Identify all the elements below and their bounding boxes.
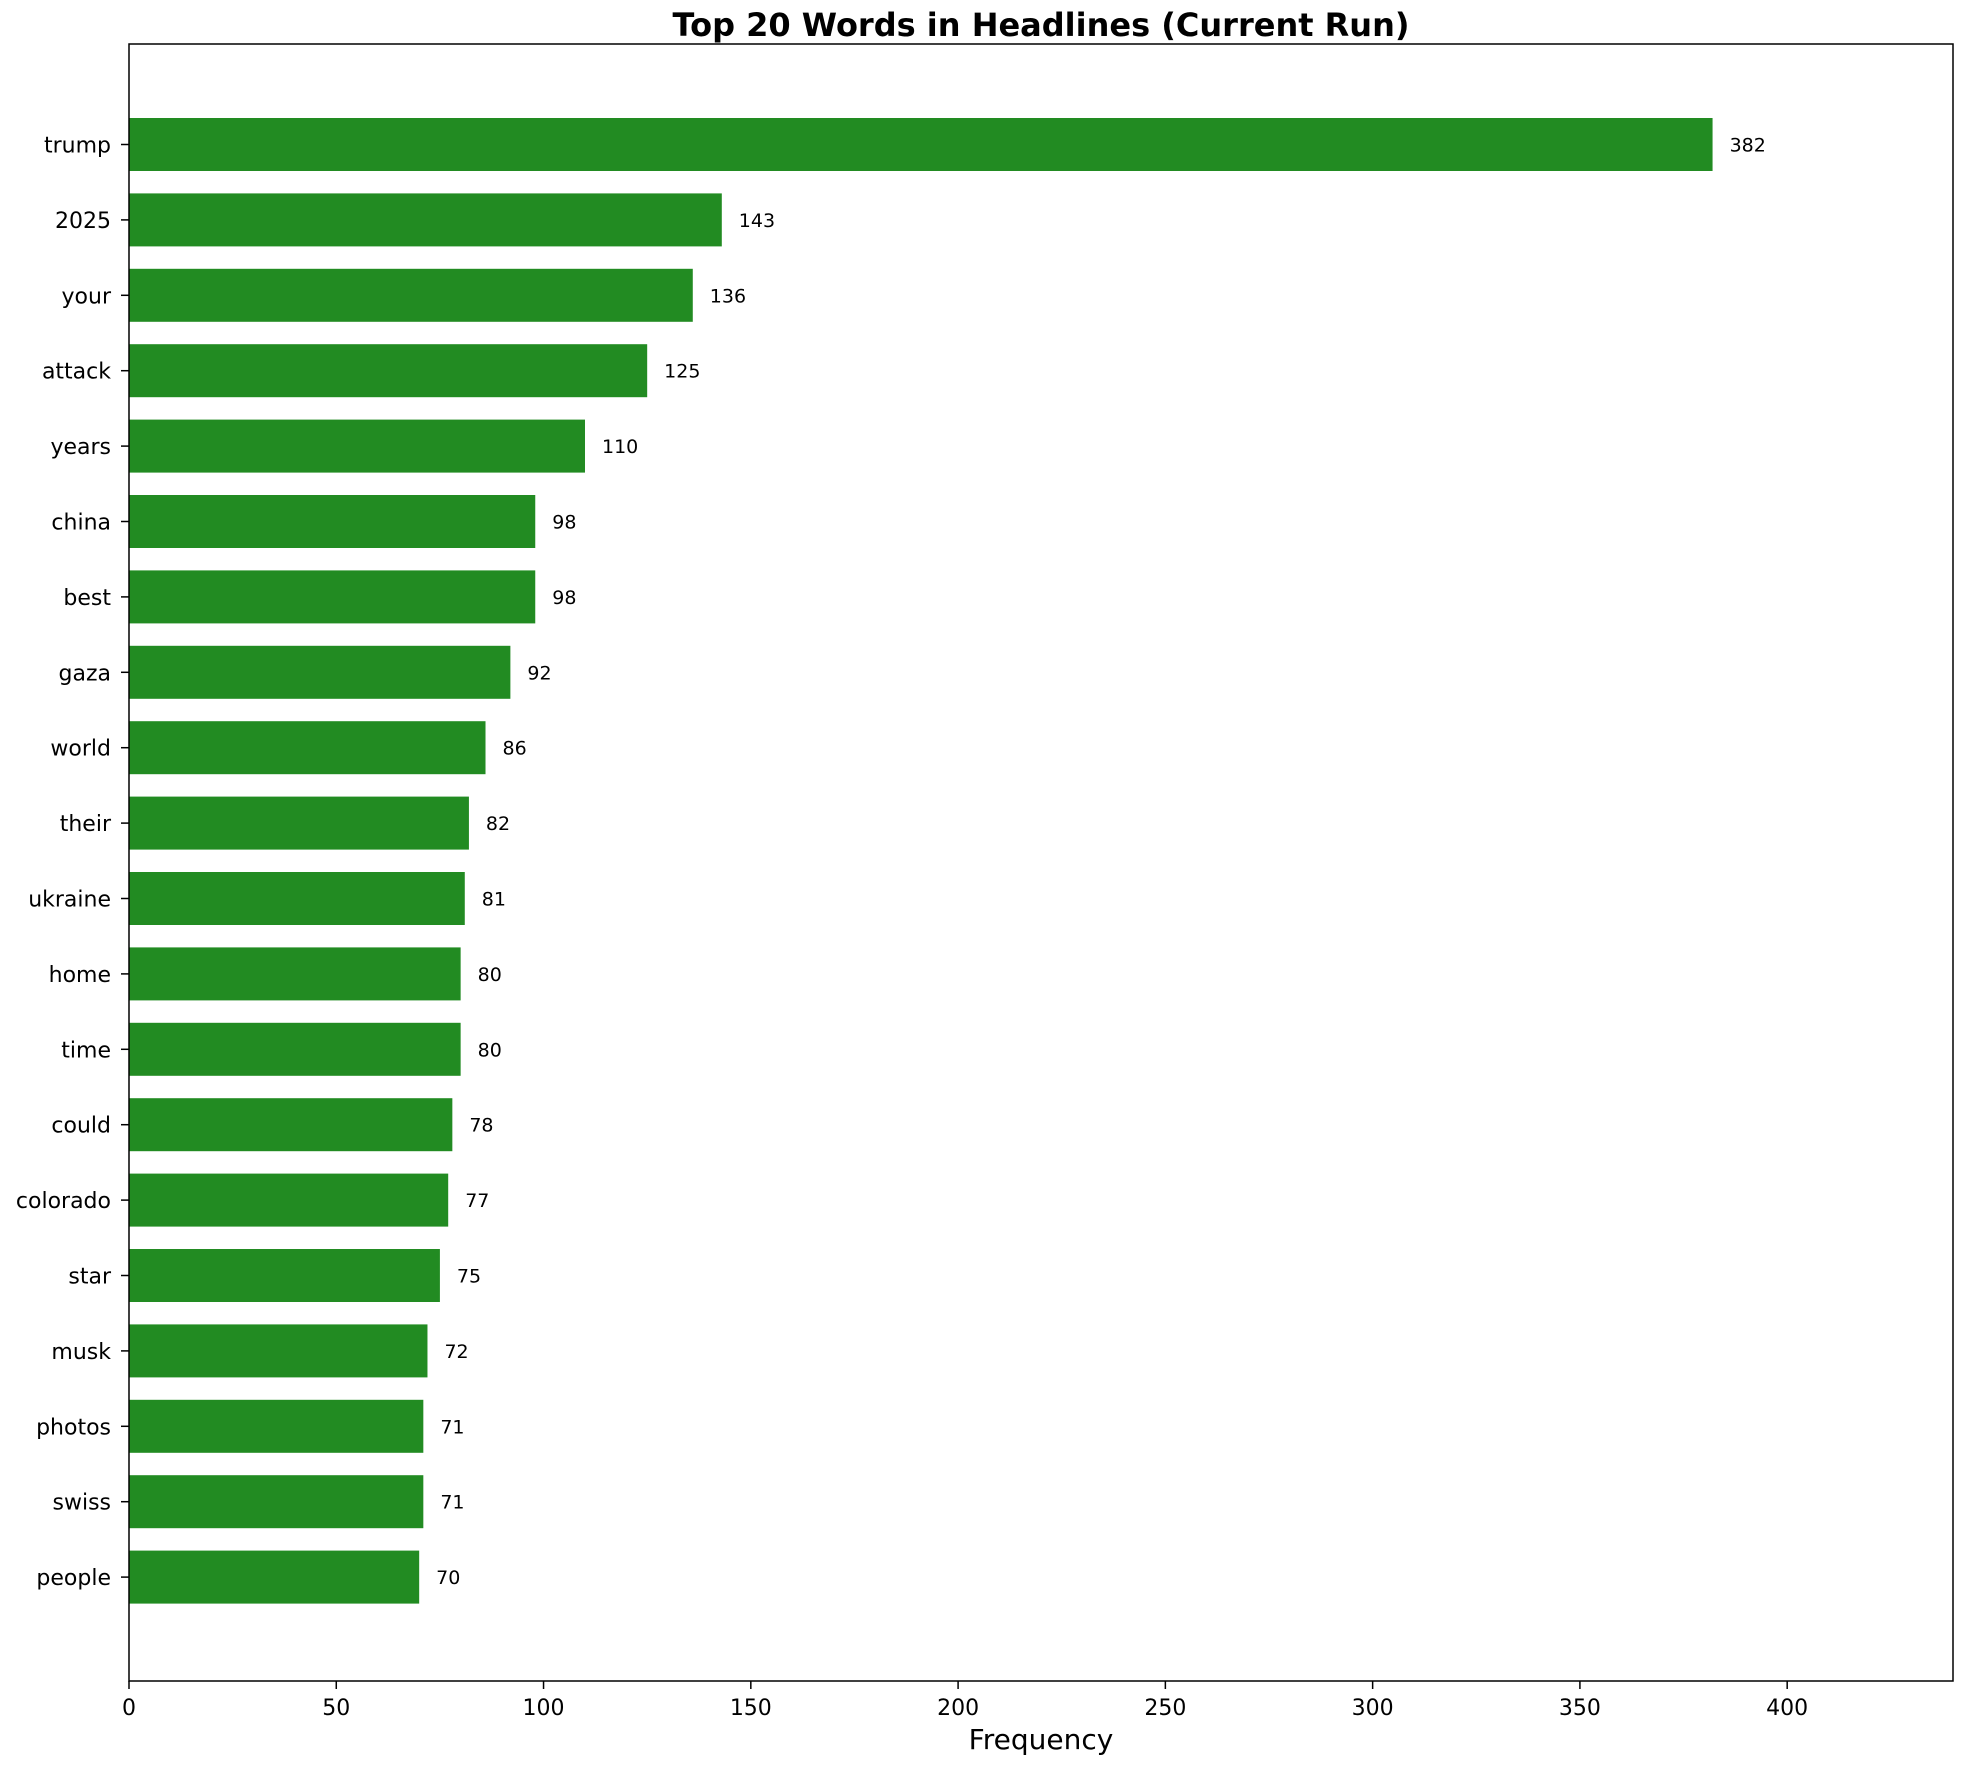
data-label-trump: 382 bbox=[1730, 135, 1766, 157]
y-tick-label-years: years bbox=[50, 435, 111, 460]
y-tick-label-time: time bbox=[61, 1038, 111, 1063]
bar-world bbox=[129, 721, 486, 775]
data-label-gaza: 92 bbox=[527, 662, 551, 684]
bar-time bbox=[129, 1022, 461, 1076]
data-label-china: 98 bbox=[552, 512, 576, 534]
y-tick-label-world: world bbox=[50, 737, 111, 762]
y-tick-label-star: star bbox=[68, 1265, 112, 1290]
y-tick-label-their: their bbox=[60, 812, 112, 837]
data-label-could: 78 bbox=[469, 1115, 493, 1137]
bar-photos bbox=[129, 1399, 424, 1453]
bar-their bbox=[129, 796, 469, 850]
data-label-best: 98 bbox=[552, 587, 576, 609]
x-tick-label-400: 400 bbox=[1766, 1696, 1808, 1721]
data-label-world: 86 bbox=[503, 738, 527, 760]
data-label-colorado: 77 bbox=[465, 1190, 489, 1212]
data-label-home: 80 bbox=[478, 964, 502, 986]
data-label-ukraine: 81 bbox=[482, 889, 506, 911]
bar-star bbox=[129, 1249, 440, 1302]
y-tick-label-your: your bbox=[62, 284, 112, 309]
bar-could bbox=[129, 1098, 453, 1152]
bar-your bbox=[129, 268, 693, 322]
chart-title: Top 20 Words in Headlines (Current Run) bbox=[673, 6, 1410, 44]
bars-layer: 382 143 136 125 110 98 98 92 86 82 81 80 80 78 77 75 72 7… bbox=[129, 118, 1766, 1604]
bar-ukraine bbox=[129, 872, 465, 925]
x-tick-label-150: 150 bbox=[730, 1696, 772, 1721]
data-label-people: 70 bbox=[436, 1567, 460, 1589]
x-tick-label-200: 200 bbox=[937, 1696, 979, 1721]
x-tick-label-250: 250 bbox=[1144, 1696, 1186, 1721]
x-tick-label-300: 300 bbox=[1352, 1696, 1394, 1721]
bar-trump bbox=[129, 118, 1713, 171]
y-tick-label-musk: musk bbox=[51, 1340, 111, 1365]
y-tick-label-gaza: gaza bbox=[59, 661, 111, 686]
bar-colorado bbox=[129, 1173, 449, 1227]
bar-best bbox=[129, 570, 536, 624]
bar-swiss bbox=[129, 1475, 424, 1529]
y-tick-label-photos: photos bbox=[36, 1415, 111, 1440]
data-label-star: 75 bbox=[457, 1266, 481, 1288]
data-label-2025: 143 bbox=[739, 210, 775, 232]
x-axis: 0 50 100 150 200 250 300 350 400 bbox=[122, 1681, 1808, 1721]
y-tick-label-ukraine: ukraine bbox=[28, 888, 111, 913]
bar-attack bbox=[129, 344, 648, 398]
y-tick-label-trump: trump bbox=[44, 134, 111, 159]
x-tick-label-350: 350 bbox=[1559, 1696, 1601, 1721]
bar-people bbox=[129, 1550, 420, 1604]
data-label-years: 110 bbox=[602, 436, 638, 458]
data-label-photos: 71 bbox=[440, 1416, 464, 1438]
bar-years bbox=[129, 419, 585, 473]
y-tick-label-swiss: swiss bbox=[53, 1491, 112, 1516]
data-label-your: 136 bbox=[710, 285, 746, 307]
y-tick-label-colorado: colorado bbox=[16, 1189, 111, 1214]
bar-musk bbox=[129, 1324, 428, 1378]
x-tick-label-0: 0 bbox=[122, 1696, 136, 1721]
y-tick-label-china: china bbox=[51, 511, 111, 536]
bar-home bbox=[129, 947, 461, 1001]
data-label-attack: 125 bbox=[664, 361, 700, 383]
plot-frame bbox=[128, 43, 1954, 1682]
bar-gaza bbox=[129, 645, 511, 699]
y-tick-label-people: people bbox=[36, 1566, 111, 1591]
data-label-musk: 72 bbox=[444, 1341, 468, 1363]
bar-2025 bbox=[129, 193, 722, 247]
x-tick-label-50: 50 bbox=[322, 1696, 350, 1721]
x-tick-label-100: 100 bbox=[523, 1696, 565, 1721]
y-tick-label-attack: attack bbox=[42, 360, 111, 385]
data-label-swiss: 71 bbox=[440, 1492, 464, 1514]
data-label-time: 80 bbox=[478, 1039, 502, 1061]
data-label-their: 82 bbox=[486, 813, 510, 835]
y-tick-label-best: best bbox=[63, 586, 111, 611]
x-axis-title: Frequency bbox=[969, 1723, 1114, 1756]
y-axis: trump 2025 your attack years china best gaza wor… bbox=[16, 134, 129, 1591]
y-tick-label-home: home bbox=[49, 963, 111, 988]
y-tick-label-could: could bbox=[51, 1114, 111, 1139]
bar-china bbox=[129, 495, 536, 548]
y-tick-label-2025: 2025 bbox=[55, 209, 111, 234]
